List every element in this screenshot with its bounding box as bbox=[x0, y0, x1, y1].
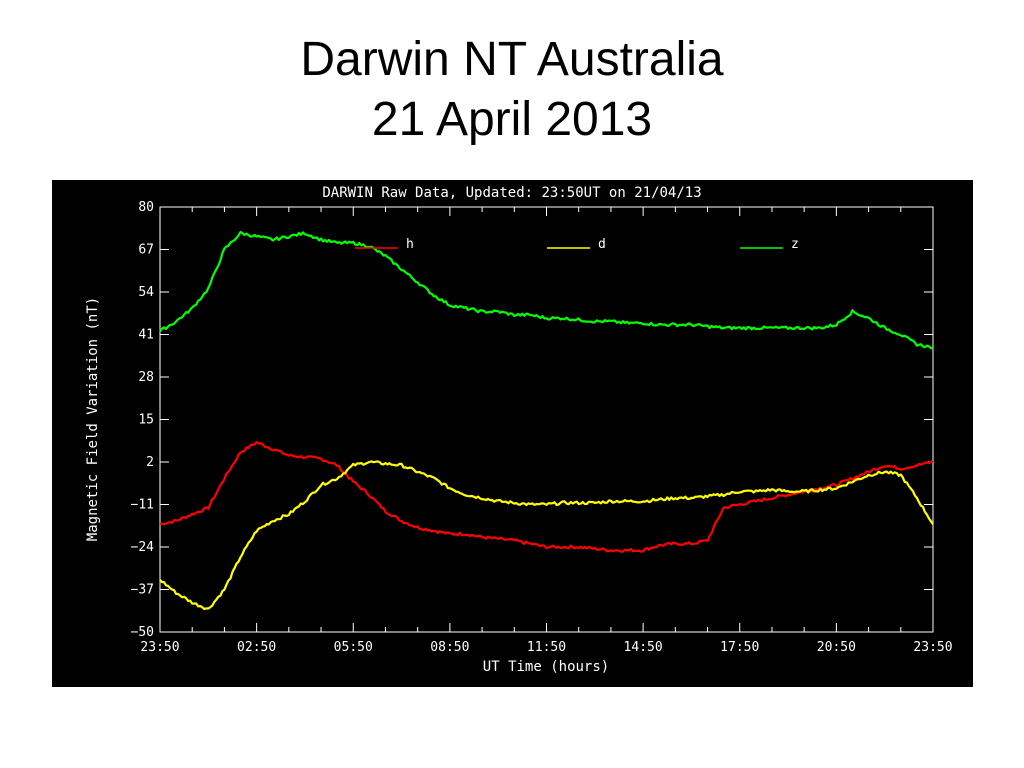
y-tick-label: 67 bbox=[138, 243, 154, 258]
slide-title: Darwin NT Australia 21 April 2013 bbox=[0, 30, 1024, 150]
x-tick-label: 23:50 bbox=[140, 640, 179, 655]
plot-frame bbox=[159, 206, 934, 633]
x-tick-label: 20:50 bbox=[817, 640, 856, 655]
y-tick-label: 2 bbox=[146, 455, 154, 470]
legend-label-d: d bbox=[598, 237, 606, 252]
y-tick-label: −37 bbox=[131, 583, 154, 598]
legend-label-z: z bbox=[791, 237, 799, 252]
y-tick-label: 80 bbox=[138, 200, 154, 215]
x-tick-label: 17:50 bbox=[720, 640, 759, 655]
x-tick-label: 11:50 bbox=[527, 640, 566, 655]
y-axis-label: Magnetic Field Variation (nT) bbox=[85, 297, 101, 541]
series-line-h bbox=[159, 441, 934, 553]
chart-svg: DARWIN Raw Data, Updated: 23:50UT on 21/… bbox=[85, 185, 953, 675]
x-axis: 23:50 02:50 05:50 08:50 11:50 14:50 17:50 20:50… bbox=[140, 207, 953, 655]
y-axis: 80 67 54 41 28 15 2 −11 −24 −37 −50 bbox=[131, 200, 933, 640]
series-line-z bbox=[159, 230, 934, 350]
y-tick-label: 15 bbox=[138, 413, 154, 428]
y-tick-label: −50 bbox=[131, 625, 154, 640]
x-axis-label: UT Time (hours) bbox=[483, 659, 609, 675]
slide-title-line1: Darwin NT Australia bbox=[300, 33, 724, 86]
x-tick-label: 02:50 bbox=[237, 640, 276, 655]
x-tick-label: 05:50 bbox=[334, 640, 373, 655]
chart-title: DARWIN Raw Data, Updated: 23:50UT on 21/… bbox=[322, 185, 701, 201]
y-tick-label: 41 bbox=[138, 328, 154, 343]
x-tick-label: 23:50 bbox=[913, 640, 952, 655]
series-lines bbox=[159, 230, 934, 611]
magnetometer-chart: DARWIN Raw Data, Updated: 23:50UT on 21/… bbox=[52, 180, 973, 687]
x-tick-label: 14:50 bbox=[624, 640, 663, 655]
y-tick-label: −11 bbox=[131, 498, 154, 513]
y-tick-label: 28 bbox=[138, 370, 154, 385]
x-tick-label: 08:50 bbox=[430, 640, 469, 655]
series-line-d bbox=[159, 460, 934, 611]
legend-label-h: h bbox=[406, 237, 414, 252]
y-tick-label: −24 bbox=[131, 540, 155, 555]
y-tick-label: 54 bbox=[138, 285, 154, 300]
slide-title-line2: 21 April 2013 bbox=[371, 93, 653, 146]
